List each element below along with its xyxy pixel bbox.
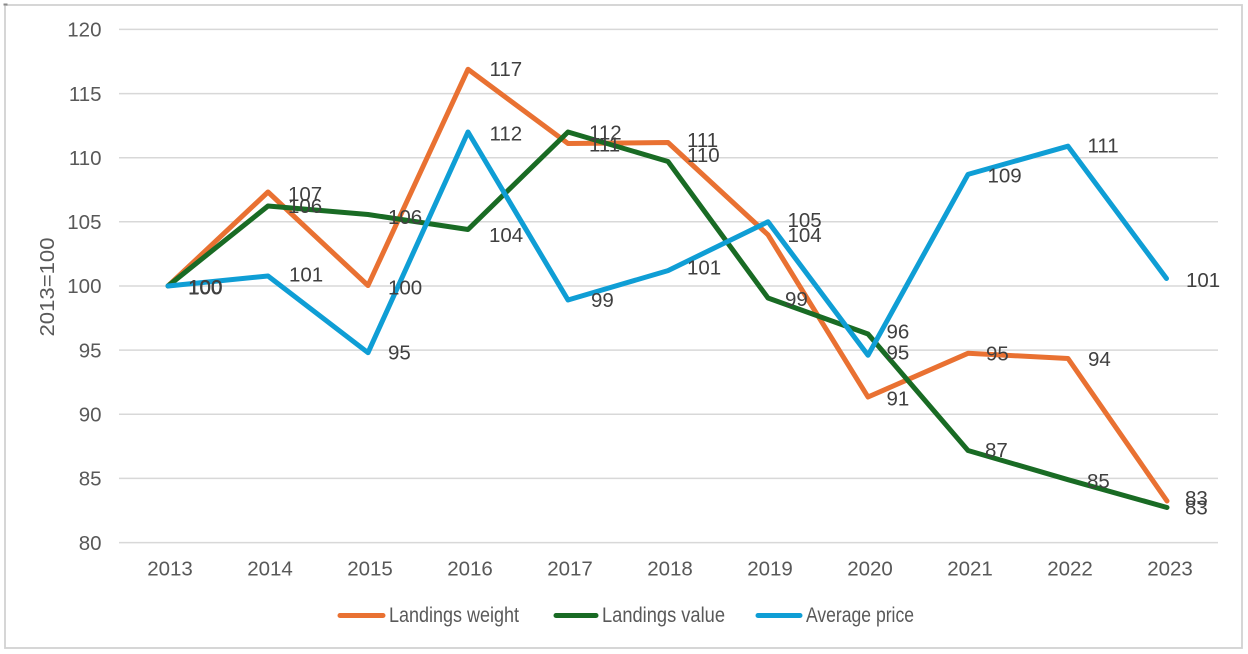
svg-text:109: 109 xyxy=(988,165,1022,188)
svg-text:2020: 2020 xyxy=(847,558,893,581)
svg-text:101: 101 xyxy=(687,257,721,280)
svg-text:105: 105 xyxy=(788,209,822,232)
svg-text:Landings value: Landings value xyxy=(602,604,725,627)
svg-text:85: 85 xyxy=(79,468,102,491)
svg-text:2021: 2021 xyxy=(947,558,993,581)
svg-text:95: 95 xyxy=(388,342,411,365)
svg-text:85: 85 xyxy=(1087,470,1110,493)
svg-text:100: 100 xyxy=(388,277,422,300)
svg-text:94: 94 xyxy=(1088,348,1111,371)
svg-text:112: 112 xyxy=(589,122,622,145)
svg-text:104: 104 xyxy=(788,224,822,247)
svg-text:112: 112 xyxy=(490,123,523,146)
svg-text:96: 96 xyxy=(887,321,910,344)
svg-text:111: 111 xyxy=(589,134,620,157)
svg-text:120: 120 xyxy=(67,19,101,42)
svg-text:115: 115 xyxy=(69,83,102,106)
svg-text:111: 111 xyxy=(687,129,718,152)
svg-text:100: 100 xyxy=(188,276,222,299)
svg-text:2014: 2014 xyxy=(247,558,293,581)
svg-text:111: 111 xyxy=(1088,134,1119,157)
svg-text:90: 90 xyxy=(79,404,102,427)
svg-text:2018: 2018 xyxy=(647,558,693,581)
svg-text:2015: 2015 xyxy=(347,558,393,581)
svg-text:106: 106 xyxy=(388,206,422,229)
svg-text:110: 110 xyxy=(69,147,102,170)
svg-text:117: 117 xyxy=(490,58,523,81)
svg-text:2017: 2017 xyxy=(547,558,593,581)
svg-text:2022: 2022 xyxy=(1047,558,1093,581)
svg-text:95: 95 xyxy=(986,343,1009,366)
svg-text:100: 100 xyxy=(188,276,222,299)
svg-text:95: 95 xyxy=(79,339,102,362)
svg-text:104: 104 xyxy=(489,224,523,247)
svg-text:83: 83 xyxy=(1185,487,1208,510)
svg-text:Landings weight: Landings weight xyxy=(389,604,519,627)
svg-text:Average price: Average price xyxy=(806,604,914,627)
svg-text:2019: 2019 xyxy=(747,558,793,581)
svg-text:100: 100 xyxy=(67,275,101,298)
svg-text:110: 110 xyxy=(687,144,720,167)
svg-text:91: 91 xyxy=(887,388,910,411)
svg-text:105: 105 xyxy=(67,211,101,234)
svg-text:2023: 2023 xyxy=(1147,558,1193,581)
svg-text:2013=100: 2013=100 xyxy=(36,238,59,337)
svg-text:80: 80 xyxy=(79,532,102,555)
svg-text:2013: 2013 xyxy=(147,558,193,581)
svg-text:101: 101 xyxy=(289,264,323,287)
svg-text:101: 101 xyxy=(1186,269,1220,292)
svg-text:106: 106 xyxy=(288,195,322,218)
svg-text:83: 83 xyxy=(1185,497,1208,520)
svg-text:2016: 2016 xyxy=(447,558,493,581)
svg-text:99: 99 xyxy=(785,288,808,311)
svg-text:95: 95 xyxy=(887,342,910,365)
svg-text:87: 87 xyxy=(985,439,1008,462)
svg-text:100: 100 xyxy=(188,277,222,300)
svg-text:107: 107 xyxy=(288,183,322,206)
svg-text:99: 99 xyxy=(591,289,614,312)
